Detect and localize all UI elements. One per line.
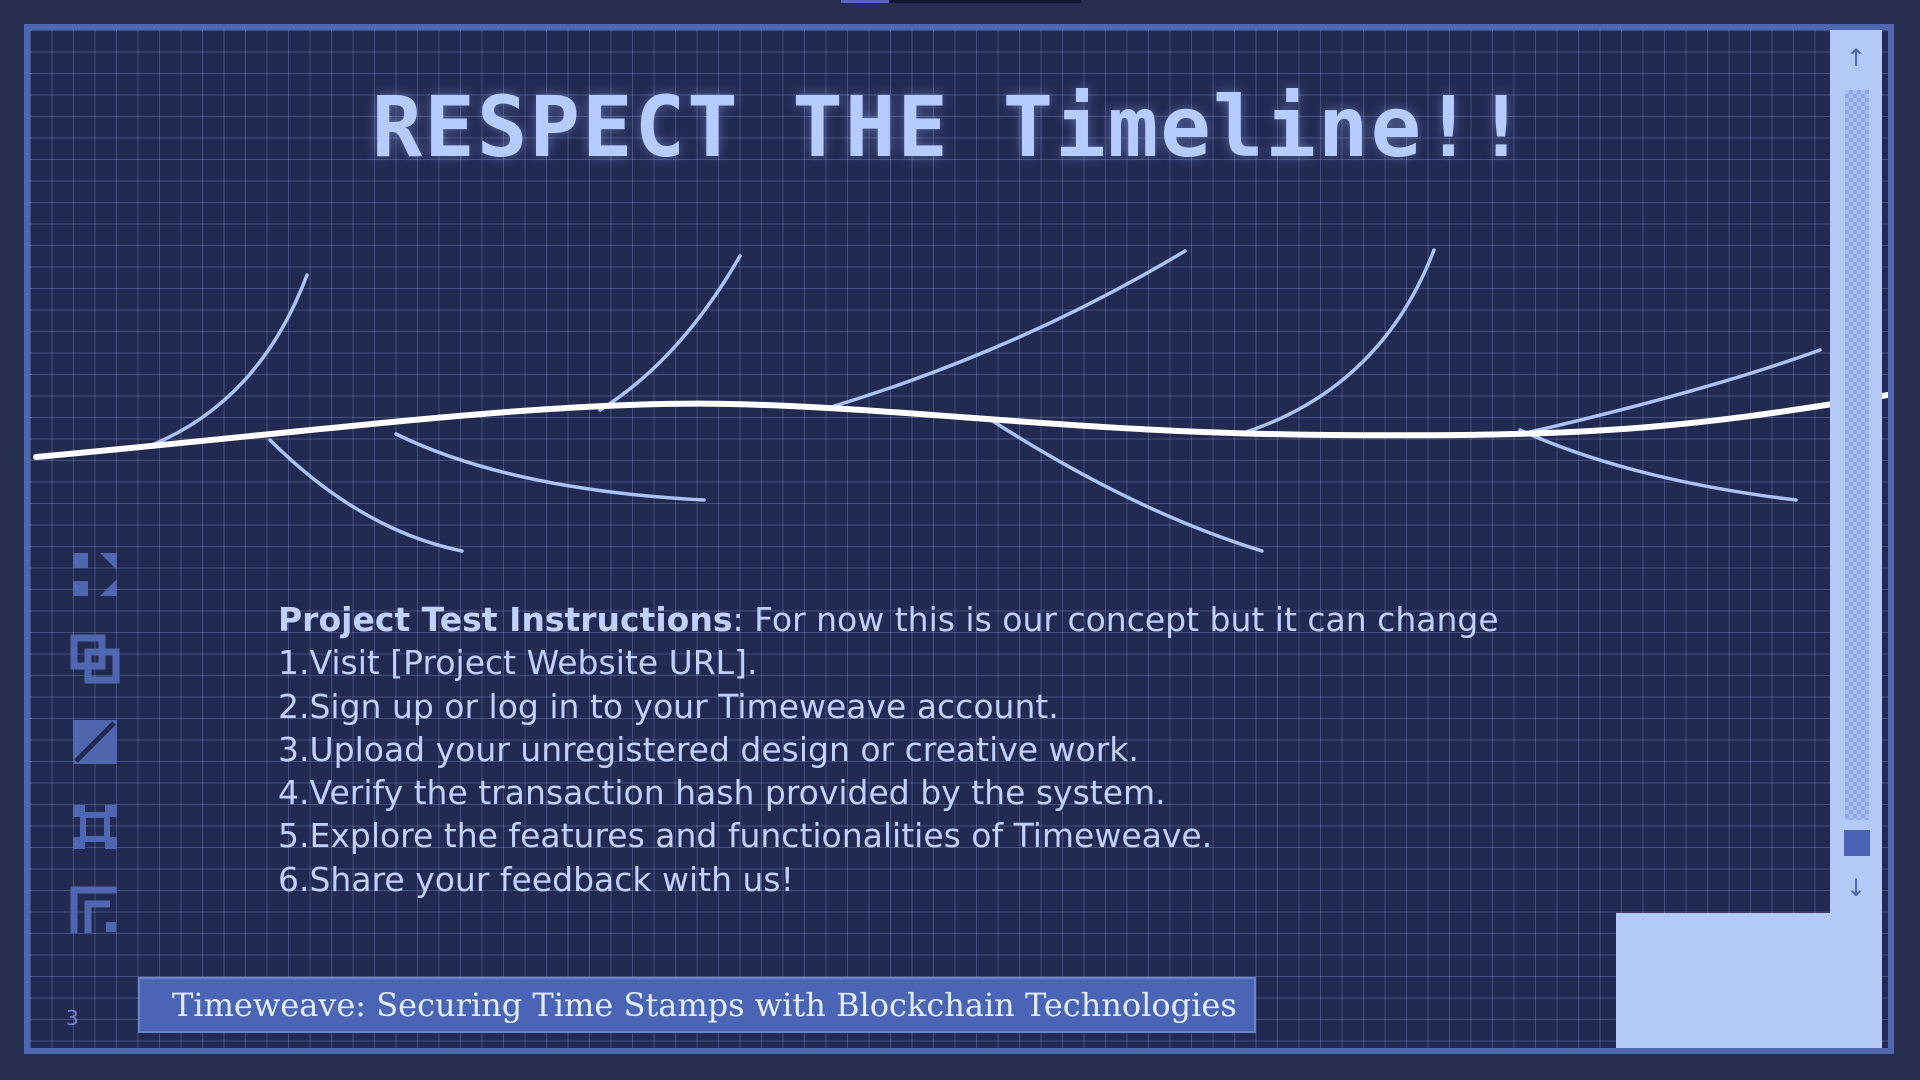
timeline-branch	[1238, 248, 1436, 436]
footer-banner: Timeweave: Securing Time Stamps with Blo…	[138, 977, 1256, 1033]
timeline-branch	[394, 432, 706, 502]
instruction-step: 4.Verify the transaction hash provided b…	[278, 773, 1166, 813]
timeline-branch	[150, 273, 309, 447]
command-grid-icon[interactable]	[70, 802, 120, 852]
vertical-scrollbar[interactable]: ↑ ↓	[1830, 30, 1882, 915]
top-tab-strip	[841, 0, 1081, 3]
instruction-step: 5.Explore the features and functionaliti…	[278, 816, 1213, 856]
corner-panel	[1616, 913, 1882, 1048]
slash-square-icon[interactable]	[70, 717, 120, 767]
instruction-step: 2.Sign up or log in to your Timeweave ac…	[278, 686, 1059, 726]
instructions-block: Project Test Instructions: For now this …	[278, 598, 1578, 901]
instructions-intro: : For now this is our concept but it can…	[732, 600, 1499, 639]
instructions-heading: Project Test Instructions	[278, 600, 733, 639]
timeline-branch	[826, 249, 1187, 410]
timeline-branch	[986, 416, 1264, 553]
layers-icon[interactable]	[70, 634, 120, 684]
slide-title: RESPECT THE Timeline!!	[371, 78, 1529, 176]
instructions-heading-line: Project Test Instructions: For now this …	[278, 598, 1578, 641]
arrow-up-icon[interactable]: ↑	[1845, 44, 1867, 72]
scrollbar-thumb[interactable]	[1844, 830, 1870, 856]
timeline-main-line	[33, 392, 1888, 460]
expand-icon[interactable]	[70, 550, 120, 600]
instruction-step: 1.Visit [Project Website URL].	[278, 643, 758, 683]
top-tab-accent	[841, 0, 889, 3]
timeline-illustration	[33, 248, 1888, 553]
page-number: 3	[66, 1006, 79, 1030]
arrow-down-icon[interactable]: ↓	[1845, 874, 1867, 902]
timeline-branch	[598, 254, 742, 412]
instruction-step: 6.Share your feedback with us!	[278, 859, 794, 899]
timeline-branch	[1528, 348, 1822, 434]
slide-frame: RESPECT THE Timeline!!	[24, 24, 1894, 1054]
scrollbar-track-pattern	[1845, 90, 1869, 820]
timeline-branch	[268, 438, 464, 553]
corner-frame-icon[interactable]	[70, 886, 120, 936]
timeline-branch	[1518, 428, 1798, 502]
instruction-step: 3.Upload your unregistered design or cre…	[278, 729, 1139, 769]
